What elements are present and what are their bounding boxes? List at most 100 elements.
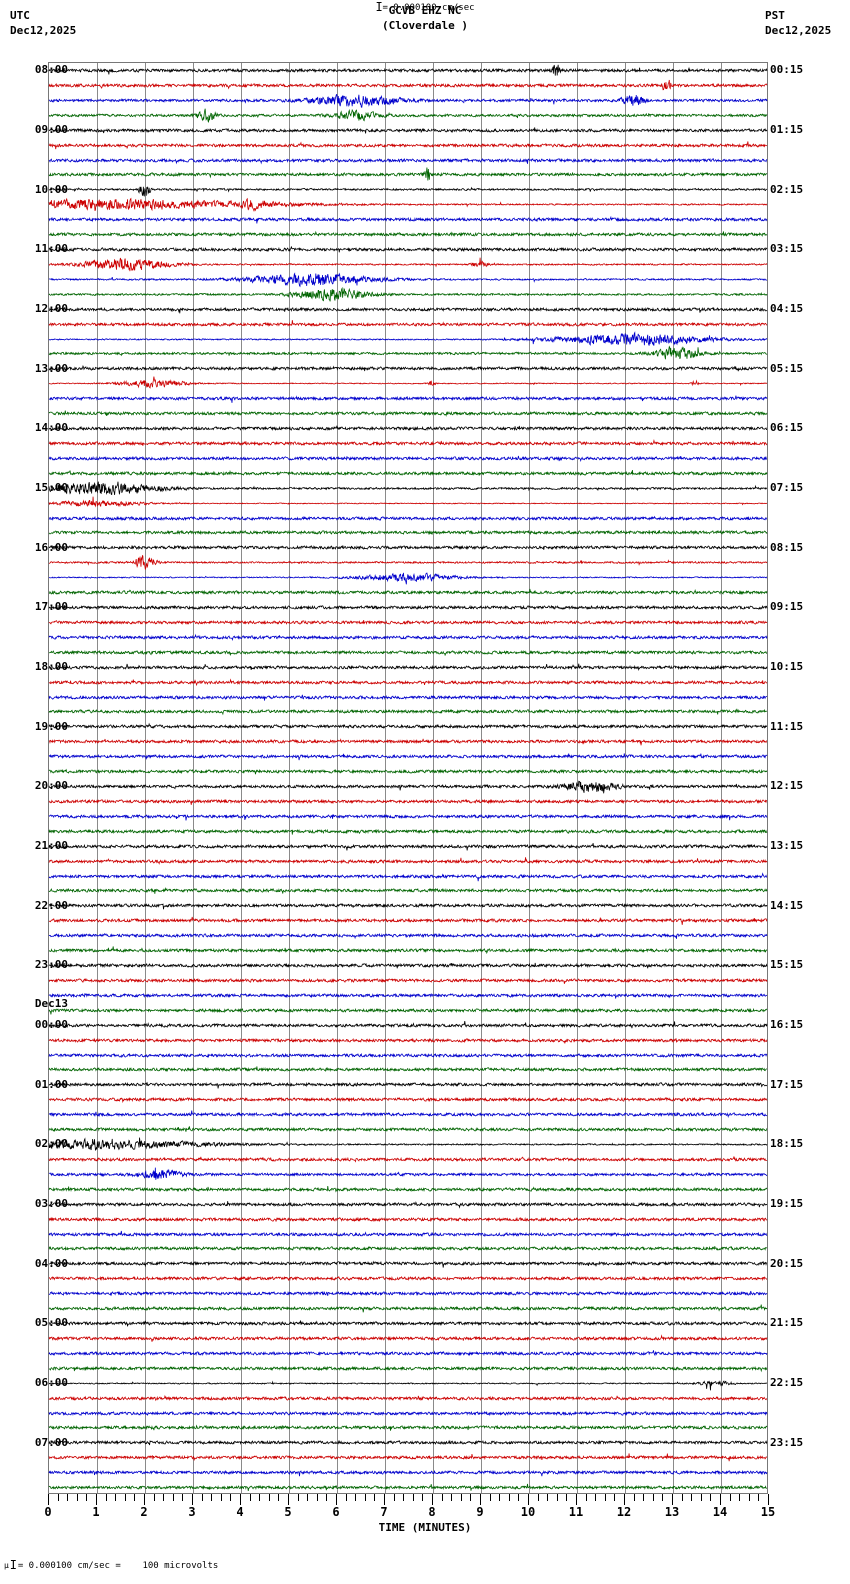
x-tick-minor (499, 1494, 501, 1501)
left-timezone-label: UTC (10, 9, 30, 22)
x-tick-major-11 (576, 1494, 577, 1505)
seismogram-trace-row-84 (49, 1316, 767, 1331)
seismogram-trace-row-53 (49, 854, 767, 869)
right-date-label: Dec12,2025 (765, 24, 832, 37)
seismogram-trace-row-70 (49, 1107, 767, 1122)
x-tick-label-4: 4 (236, 1505, 244, 1519)
seismogram-trace-row-68 (49, 1077, 767, 1092)
seismogram-trace-row-89 (49, 1391, 767, 1406)
x-tick-minor (134, 1494, 136, 1501)
x-tick-minor (76, 1494, 78, 1501)
seismogram-trace-row-92 (49, 1435, 767, 1450)
pst-time-label-05-15: 05:15 (770, 361, 804, 375)
x-tick-minor (297, 1494, 299, 1501)
x-tick-major-7 (384, 1494, 385, 1505)
pst-time-label-04-15: 04:15 (770, 302, 804, 316)
x-tick-major-14 (720, 1494, 721, 1505)
seismogram-trace-row-63 (49, 1003, 767, 1018)
right-timezone-block: PST Dec12,2025 (765, 8, 831, 38)
pst-time-label-21-15: 21:15 (770, 1316, 804, 1330)
seismogram-trace-row-77 (49, 1212, 767, 1227)
x-axis-labels: 0 1 2 3 4 5 6 7 8 9 10 11 12 13 14 15 (0, 1505, 850, 1521)
x-tick-minor (86, 1494, 88, 1501)
x-tick-major-0 (48, 1494, 49, 1505)
seismogram-trace-row-26 (49, 451, 767, 466)
seismogram-trace-row-36 (49, 600, 767, 615)
grid-line-minute-1 (97, 63, 98, 1493)
x-tick-label-7: 7 (380, 1505, 388, 1519)
left-date-label: Dec12,2025 (10, 24, 77, 37)
x-tick-minor (201, 1494, 203, 1501)
x-axis-title: TIME (MINUTES) (378, 1521, 472, 1534)
x-tick-minor (595, 1494, 597, 1501)
seismogram-trace-row-72 (49, 1137, 767, 1152)
utc-time-label-10-00: 10:00 (34, 182, 68, 196)
right-time-axis: 00:15 01:15 02:15 03:15 04:15 05:15 06:15 07:15… (770, 63, 804, 1448)
seismogram-trace-row-91 (49, 1420, 767, 1435)
seismogram-trace-row-25 (49, 436, 767, 451)
pst-time-label-19-15: 19:15 (770, 1197, 804, 1211)
utc-time-label-08-00: 08:00 (34, 63, 68, 77)
utc-time-label-23-00: 23:00 (34, 958, 68, 972)
x-tick-minor (345, 1494, 347, 1501)
seismogram-trace-row-46 (49, 749, 767, 764)
seismogram-trace-row-62 (49, 988, 767, 1003)
grid-line-minute-9 (481, 63, 482, 1493)
grid-line-minute-5 (289, 63, 290, 1493)
x-tick-major-1 (96, 1494, 97, 1505)
x-tick-minor (220, 1494, 222, 1501)
pst-time-label-01-15: 01:15 (770, 123, 804, 137)
pst-time-label-02-15: 02:15 (770, 182, 804, 196)
x-tick-minor (115, 1494, 117, 1501)
seismogram-trace-row-14 (49, 272, 767, 287)
x-tick-minor (316, 1494, 318, 1501)
seismogram-trace-row-24 (49, 421, 767, 436)
seismogram-plot[interactable] (48, 62, 768, 1494)
seismogram-trace-row-42 (49, 690, 767, 705)
x-tick-minor (393, 1494, 395, 1501)
seismogram-trace-row-12 (49, 242, 767, 257)
footer-text: = 0.000100 cm/sec = 100 microvolts (17, 1561, 219, 1571)
pst-time-label-18-15: 18:15 (770, 1137, 804, 1151)
seismogram-trace-row-30 (49, 511, 767, 526)
x-tick-major-10 (528, 1494, 529, 1505)
utc-time-label-17-00: 17:00 (34, 600, 68, 614)
seismogram-trace-row-3 (49, 108, 767, 123)
seismogram-trace-row-66 (49, 1048, 767, 1063)
x-tick-minor (374, 1494, 376, 1501)
grid-line-minute-4 (241, 63, 242, 1493)
x-tick-minor (556, 1494, 558, 1501)
x-tick-minor (633, 1494, 635, 1501)
seismogram-trace-row-60 (49, 958, 767, 973)
x-tick-minor (230, 1494, 232, 1501)
x-tick-major-4 (240, 1494, 241, 1505)
utc-time-label-03-00: 03:00 (34, 1197, 68, 1211)
seismogram-trace-row-37 (49, 615, 767, 630)
utc-time-label-09-00: 09:00 (34, 123, 68, 137)
x-tick-label-11: 11 (568, 1505, 584, 1519)
x-tick-minor (470, 1494, 472, 1501)
x-tick-minor (422, 1494, 424, 1501)
x-tick-label-5: 5 (284, 1505, 292, 1519)
seismogram-trace-row-5 (49, 138, 767, 153)
utc-time-label-20-00: 20:00 (34, 779, 68, 793)
station-title: GCVB EHZ NC (Cloverdale ) (0, 3, 850, 33)
x-tick-minor (662, 1494, 664, 1501)
utc-time-label-01-00: 01:00 (34, 1077, 68, 1091)
seismogram-trace-row-27 (49, 466, 767, 481)
seismogram-trace-row-74 (49, 1167, 767, 1182)
pst-time-label-16-15: 16:15 (770, 1018, 804, 1032)
seismogram-trace-row-41 (49, 675, 767, 690)
seismogram-trace-row-76 (49, 1197, 767, 1212)
pst-time-label-10-15: 10:15 (770, 660, 804, 674)
x-tick-label-3: 3 (188, 1505, 196, 1519)
seismogram-trace-row-80 (49, 1256, 767, 1271)
x-tick-minor (124, 1494, 126, 1501)
utc-time-label-14-00: 14:00 (34, 421, 68, 435)
x-tick-minor (508, 1494, 510, 1501)
grid-line-minute-11 (577, 63, 578, 1493)
x-tick-minor (307, 1494, 309, 1501)
pst-time-label-12-15: 12:15 (770, 779, 804, 793)
x-tick-minor (67, 1494, 69, 1501)
seismogram-trace-row-69 (49, 1092, 767, 1107)
